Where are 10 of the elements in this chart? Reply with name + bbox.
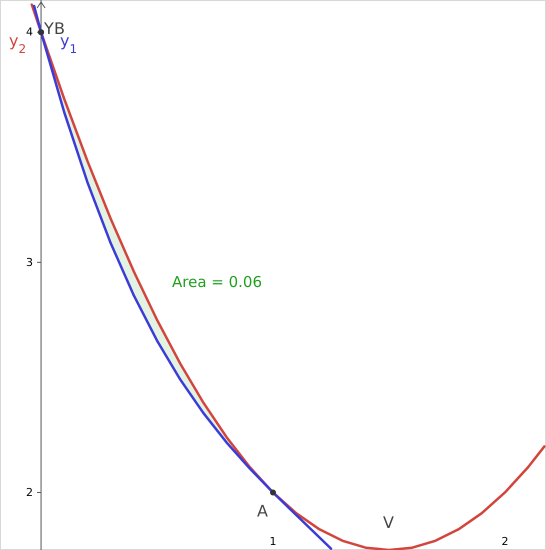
x-tick-label: 1 [270,534,276,548]
annotation: V [382,513,394,532]
annotation: Area = 0.06 [172,273,262,291]
y-tick-label: 2 [26,486,34,499]
annotation: B [54,19,66,38]
annotation: Y [43,19,54,38]
y-tick-label: 4 [26,26,34,39]
y-tick-label: 3 [26,256,34,269]
series-label: y$_{2}$ [9,31,26,56]
annotation: A [257,501,268,520]
